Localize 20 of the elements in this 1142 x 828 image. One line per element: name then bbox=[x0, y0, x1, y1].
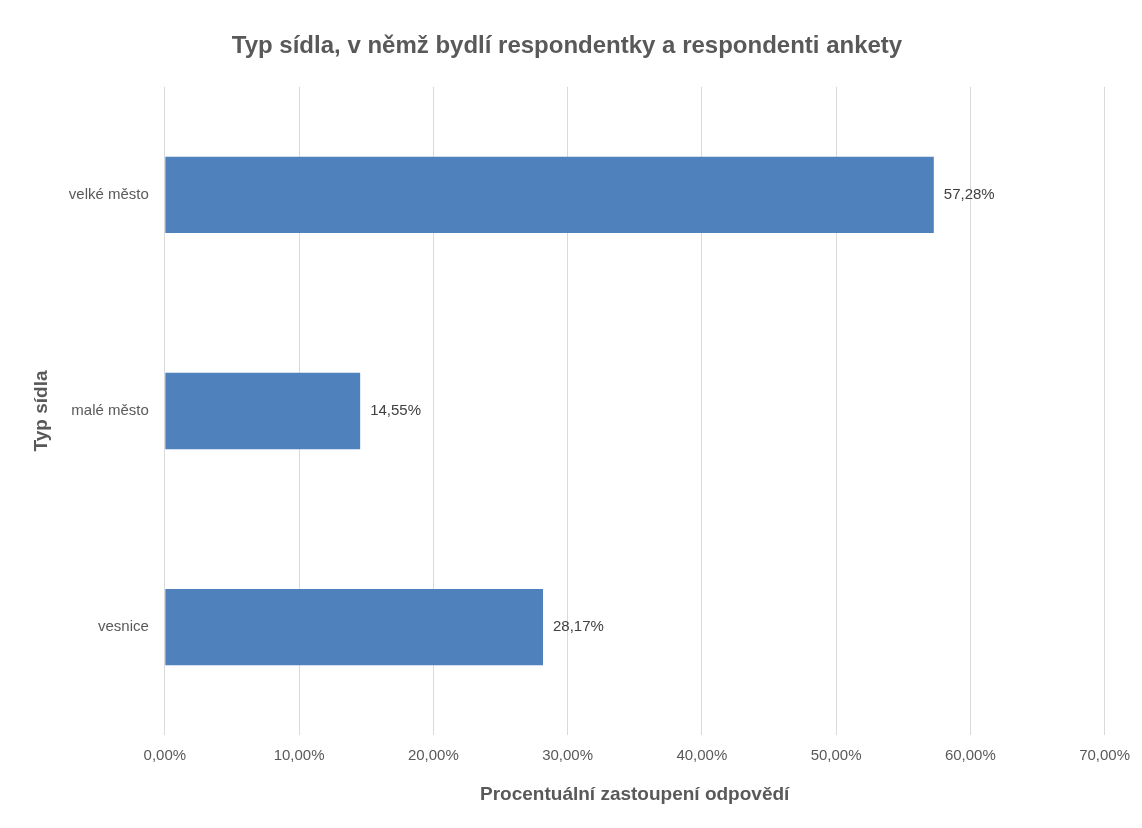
chart-title: Typ sídla, v němž bydlí respondentky a respondenti ankety bbox=[231, 31, 903, 59]
x-tick-label: 10,00% bbox=[273, 746, 325, 764]
x-axis-title: Procentuální zastoupení odpovědí bbox=[480, 782, 791, 804]
y-tick-label: velké město bbox=[68, 185, 149, 203]
bar bbox=[165, 372, 361, 450]
y-axis-title: Typ sídla bbox=[29, 370, 51, 452]
x-tick-label: 0,00% bbox=[143, 746, 187, 764]
x-tick-label: 40,00% bbox=[676, 746, 728, 764]
data-label: 28,17% bbox=[553, 617, 604, 635]
data-label: 14,55% bbox=[370, 401, 422, 419]
y-tick-label: vesnice bbox=[97, 617, 149, 635]
x-tick-label: 70,00% bbox=[1079, 746, 1130, 764]
y-tick-label: malé město bbox=[71, 401, 149, 419]
x-tick-label: 20,00% bbox=[407, 746, 459, 764]
data-label: 57,28% bbox=[943, 185, 995, 203]
x-tick-label: 30,00% bbox=[542, 746, 594, 764]
x-tick-label: 60,00% bbox=[944, 746, 996, 764]
bar bbox=[165, 588, 544, 666]
bar bbox=[165, 156, 934, 234]
x-tick-label: 50,00% bbox=[810, 746, 862, 764]
